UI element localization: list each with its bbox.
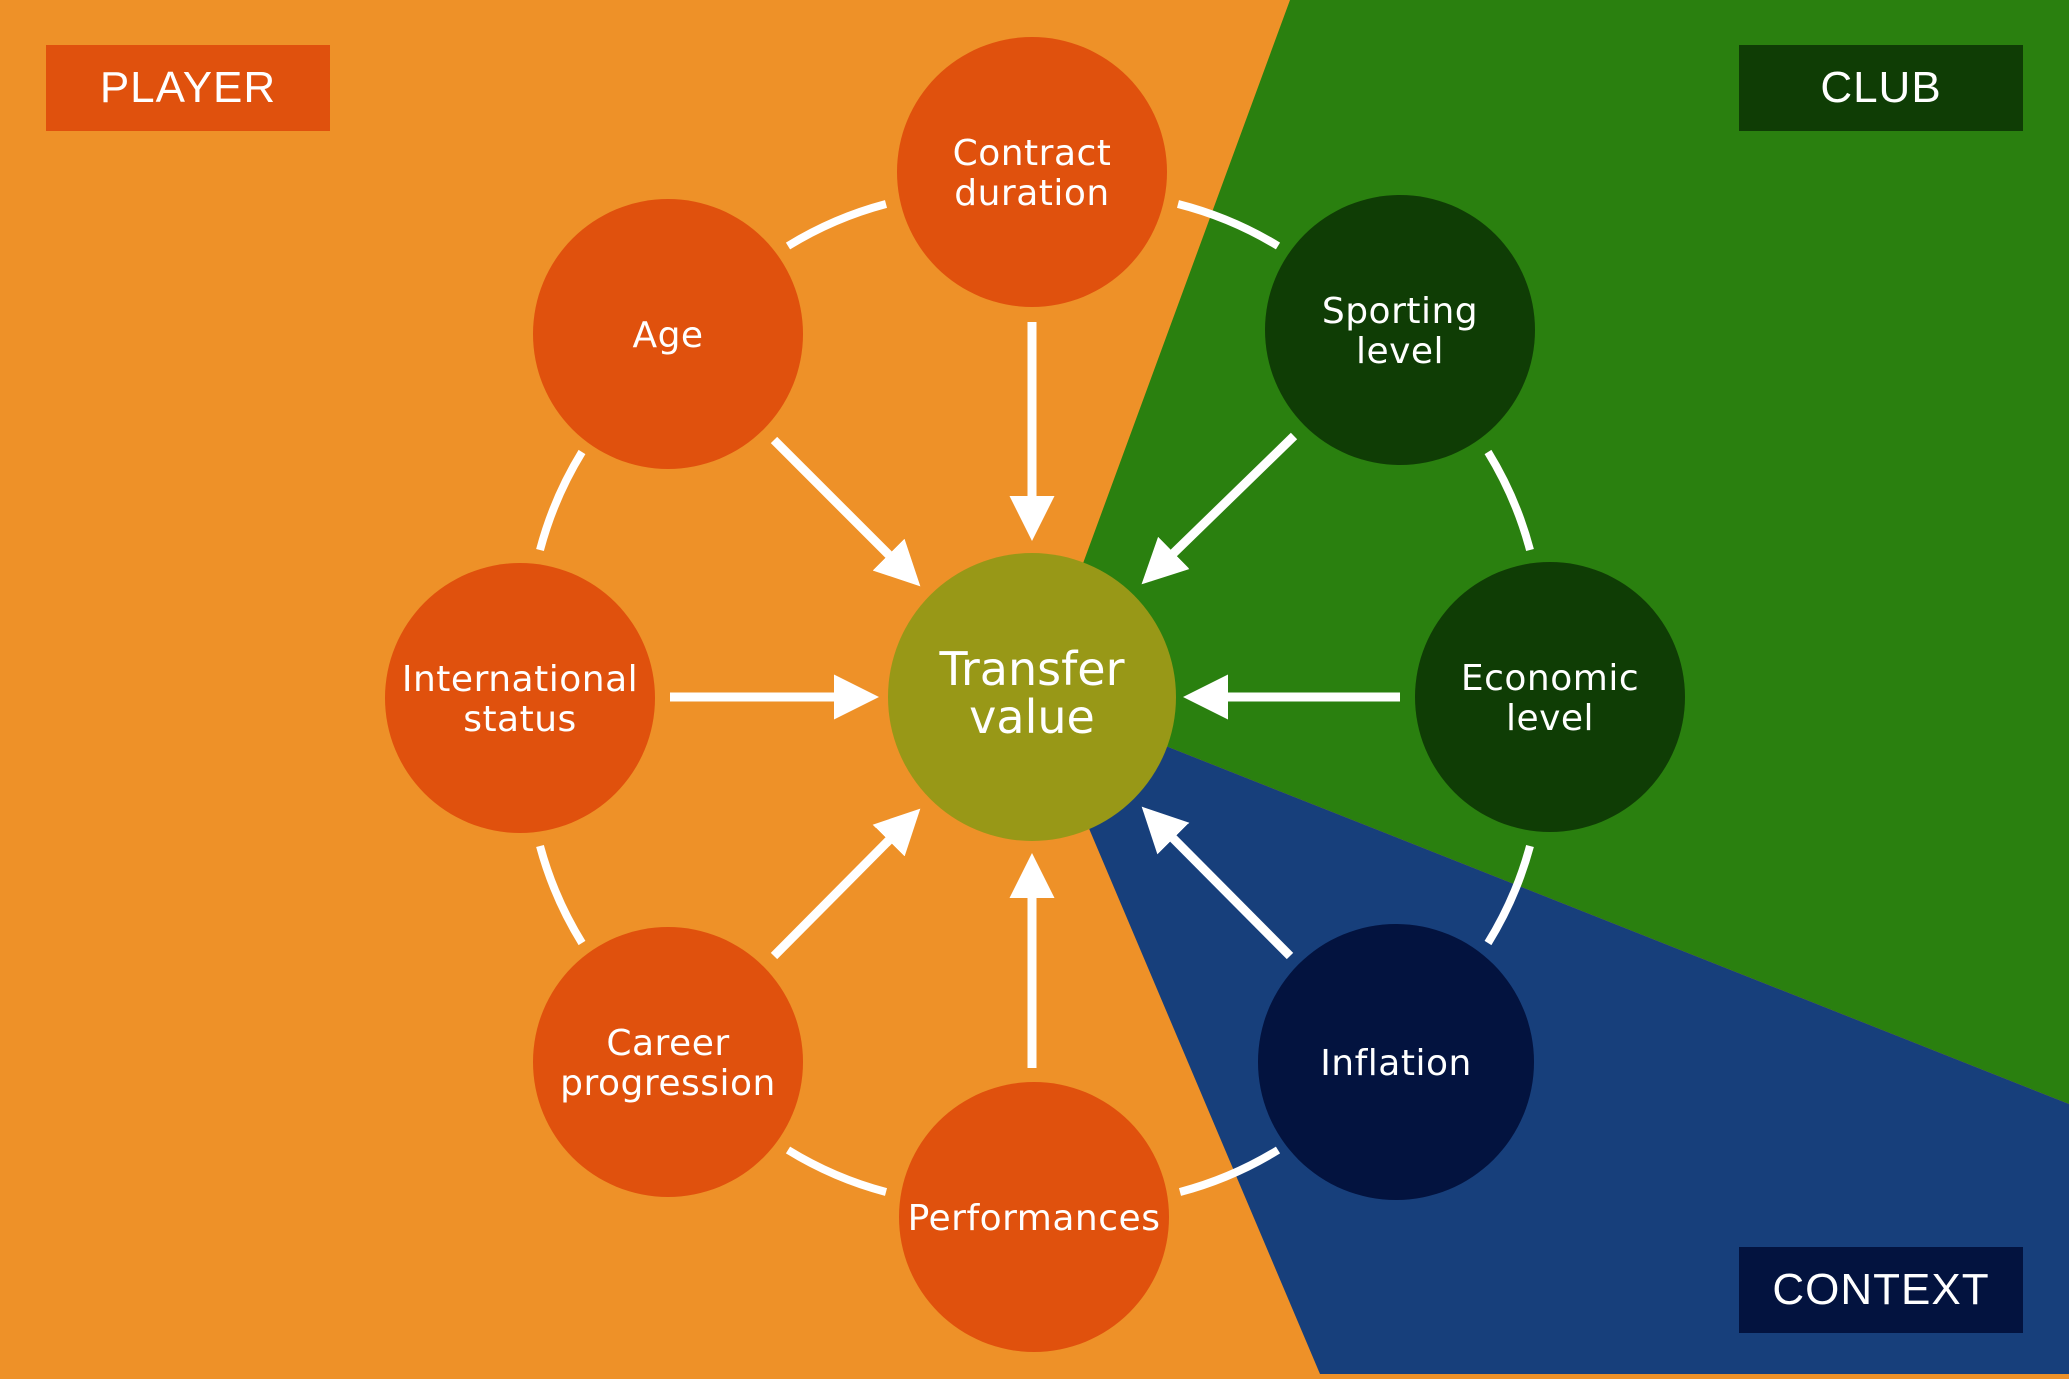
node-label-line2: level: [1506, 698, 1594, 739]
node-career-progression: Career progression: [533, 927, 803, 1197]
node-label-line1: Career: [606, 1023, 729, 1064]
node-economic-level: Economic level: [1415, 562, 1685, 832]
node-label-line2: duration: [954, 173, 1110, 214]
ring-segment: [1484, 844, 1534, 946]
center-circle: [888, 553, 1176, 841]
node-circle: [899, 1082, 1169, 1352]
factor-nodes: Contract duration Sporting level Economi…: [385, 37, 1685, 1352]
node-label-line1: Economic: [1461, 658, 1639, 699]
ring-segment: [1177, 200, 1281, 250]
arrow-career-progression: [770, 808, 921, 960]
node-label-line2: progression: [560, 1063, 776, 1104]
ring-connectors: [536, 200, 1534, 1196]
ring-segment: [1484, 449, 1534, 552]
arrow-inflation: [1141, 806, 1294, 960]
node-circle: [1258, 924, 1534, 1200]
ring-segment: [1178, 1146, 1281, 1196]
club-section-tag: CLUB: [1739, 45, 2023, 131]
ring-segment: [785, 1146, 888, 1196]
node-circle: [1265, 195, 1535, 465]
arrow-sporting-level: [1141, 432, 1298, 585]
ring-segment: [536, 844, 586, 946]
node-contract-duration: Contract duration: [897, 37, 1167, 307]
node-circle: [533, 199, 803, 469]
node-label-line2: level: [1356, 331, 1444, 372]
node-sporting-level: Sporting level: [1265, 195, 1535, 465]
node-label-line1: Age: [632, 315, 703, 356]
ring-segment: [785, 200, 888, 250]
center-label-line2: value: [969, 690, 1095, 744]
node-international-status: International status: [385, 563, 655, 833]
node-circle: [533, 927, 803, 1197]
node-performances: Performances: [899, 1082, 1169, 1352]
node-label-line1: Performances: [908, 1198, 1161, 1239]
context-region: [1032, 693, 2069, 1374]
node-circle: [385, 563, 655, 833]
node-inflation: Inflation: [1258, 924, 1534, 1200]
center-label-line1: Transfer: [939, 642, 1125, 696]
arrows: [670, 322, 1400, 1068]
node-label-line2: status: [463, 699, 577, 740]
node-label-line1: Sporting: [1322, 291, 1478, 332]
center-node-transfer-value: Transfer value: [888, 553, 1176, 841]
node-age: Age: [533, 199, 803, 469]
arrow-age: [770, 436, 921, 587]
node-label-line1: International: [402, 659, 638, 700]
context-section-tag: CONTEXT: [1739, 1247, 2023, 1333]
node-label-line1: Contract: [953, 133, 1112, 174]
player-section-tag: PLAYER: [46, 45, 330, 131]
node-label-line1: Inflation: [1320, 1043, 1472, 1084]
node-circle: [897, 37, 1167, 307]
node-circle: [1415, 562, 1685, 832]
ring-segment: [536, 449, 586, 552]
